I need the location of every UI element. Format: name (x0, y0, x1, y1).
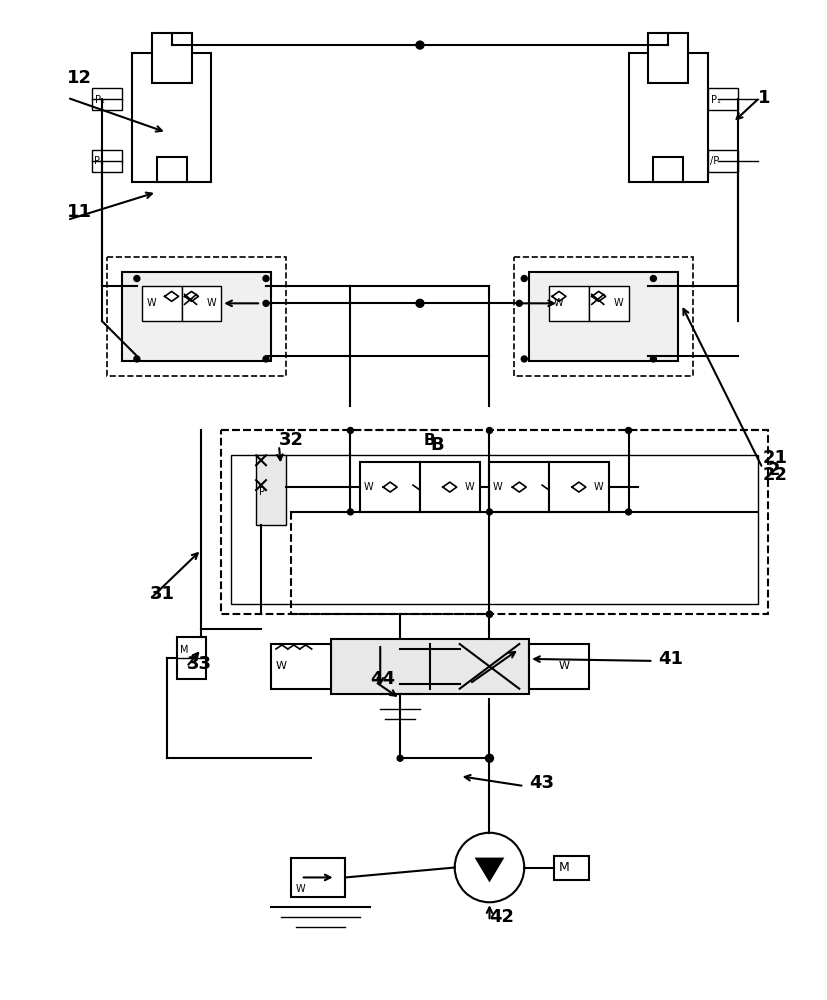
Circle shape (347, 509, 353, 515)
Circle shape (397, 755, 403, 761)
Text: W: W (465, 482, 474, 492)
Circle shape (521, 356, 528, 362)
Bar (291, 858, 346, 897)
Bar (152, 33, 192, 83)
Bar (92, 88, 122, 110)
Text: 33: 33 (187, 655, 212, 673)
Text: W: W (363, 482, 373, 492)
Circle shape (134, 276, 140, 281)
Text: P₁: P₁ (94, 156, 104, 166)
Text: M: M (558, 861, 569, 874)
Bar (271, 644, 331, 689)
Bar (529, 644, 589, 689)
Bar (182, 286, 222, 321)
Circle shape (263, 356, 269, 362)
Circle shape (650, 356, 657, 362)
Circle shape (485, 754, 494, 762)
Bar (157, 157, 187, 182)
Bar (92, 150, 122, 172)
Bar (529, 272, 678, 361)
Bar (490, 462, 549, 512)
Circle shape (486, 509, 492, 515)
Bar (107, 257, 286, 376)
Bar (708, 150, 738, 172)
Circle shape (263, 300, 269, 306)
Circle shape (263, 276, 269, 281)
Circle shape (625, 509, 632, 515)
Circle shape (134, 356, 140, 362)
Bar (420, 462, 480, 512)
Circle shape (347, 427, 353, 433)
Circle shape (650, 276, 657, 281)
Circle shape (416, 41, 424, 49)
Circle shape (416, 299, 424, 307)
Text: 12: 12 (67, 69, 93, 87)
Circle shape (486, 611, 492, 617)
Text: 41: 41 (658, 650, 683, 668)
Bar (142, 286, 182, 321)
Text: W: W (207, 298, 216, 308)
Text: W: W (614, 298, 624, 308)
Circle shape (521, 276, 528, 281)
Text: W: W (296, 884, 305, 894)
Text: M: M (179, 645, 188, 655)
Bar (177, 637, 207, 679)
Polygon shape (475, 858, 504, 882)
Text: /P: /P (710, 156, 719, 166)
Circle shape (486, 427, 492, 433)
Text: 42: 42 (490, 908, 514, 926)
Bar (331, 639, 529, 694)
Bar (122, 272, 271, 361)
Bar (131, 53, 212, 182)
Bar (554, 856, 589, 880)
Text: P: P (259, 487, 265, 497)
Circle shape (625, 427, 632, 433)
Text: 2: 2 (767, 461, 780, 479)
Text: 22: 22 (762, 466, 787, 484)
Bar (549, 462, 609, 512)
Circle shape (486, 611, 492, 617)
Text: 43: 43 (529, 774, 554, 792)
Bar (653, 157, 683, 182)
Text: W: W (276, 661, 287, 671)
Bar (708, 88, 738, 110)
Bar (648, 33, 688, 83)
Bar (222, 430, 767, 614)
Text: P₁: P₁ (95, 95, 105, 105)
Text: W: W (492, 482, 502, 492)
Bar (514, 257, 693, 376)
Bar (361, 462, 420, 512)
Text: P₁: P₁ (711, 95, 721, 105)
Bar (256, 455, 286, 525)
Circle shape (516, 300, 523, 306)
Text: W: W (554, 298, 564, 308)
Text: B: B (430, 436, 443, 454)
Text: B: B (424, 433, 436, 448)
Text: W: W (147, 298, 156, 308)
Bar (629, 53, 708, 182)
Text: 21: 21 (762, 449, 787, 467)
Text: 1: 1 (758, 89, 770, 107)
Text: 31: 31 (150, 585, 174, 603)
Bar (232, 455, 758, 604)
Text: 44: 44 (370, 670, 395, 688)
Text: W: W (559, 661, 570, 671)
Bar (549, 286, 589, 321)
Text: 11: 11 (67, 203, 93, 221)
Text: W: W (594, 482, 604, 492)
Bar (589, 286, 629, 321)
Text: 32: 32 (279, 431, 304, 449)
